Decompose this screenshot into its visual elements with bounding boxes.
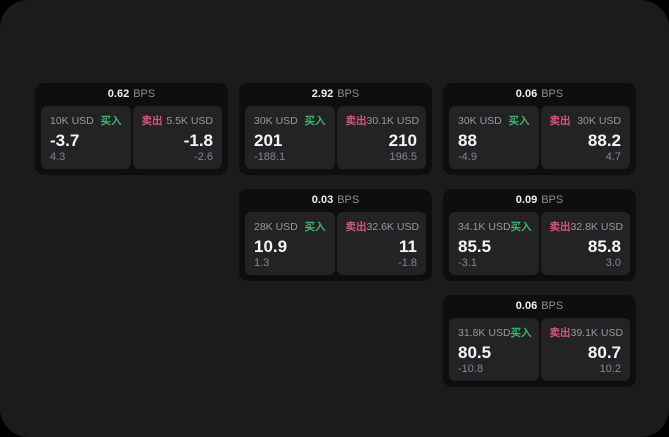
bps-value: 0.09 xyxy=(515,194,538,206)
buy-panel[interactable]: 30K USD 买入 88 -4.9 xyxy=(449,106,539,169)
quote-panels: 34.1K USD 买入 85.5 -3.1 卖出 32.8K USD 85.8… xyxy=(443,212,636,281)
buy-amount: 28K USD xyxy=(254,220,298,233)
sell-label: 卖出 xyxy=(549,115,571,127)
sell-delta: -1.8 xyxy=(398,257,417,269)
sell-label: 卖出 xyxy=(345,221,367,233)
sell-panel[interactable]: 卖出 32.6K USD 11 -1.8 xyxy=(336,212,426,275)
buy-amount: 31.8K USD xyxy=(458,326,511,339)
buy-label: 买入 xyxy=(100,115,122,127)
buy-label: 买入 xyxy=(304,115,326,127)
buy-delta: -188.1 xyxy=(254,151,286,163)
buy-label: 买入 xyxy=(508,115,530,127)
bps-value: 2.92 xyxy=(311,88,334,100)
sell-panel[interactable]: 卖出 5.5K USD -1.8 -2.6 xyxy=(132,106,222,169)
sell-price: 85.8 xyxy=(587,236,621,256)
sell-amount: 39.1K USD xyxy=(570,326,624,339)
bps-unit: BPS xyxy=(541,88,564,100)
buy-panel[interactable]: 28K USD 买入 10.9 1.3 xyxy=(245,212,335,275)
sell-price: 11 xyxy=(399,236,417,256)
sell-label: 卖出 xyxy=(549,327,571,339)
buy-delta: -4.9 xyxy=(458,151,477,163)
sell-amount: 32.8K USD xyxy=(570,220,624,233)
quote-panels: 31.8K USD 买入 80.5 -10.8 卖出 39.1K USD 80.… xyxy=(443,318,636,387)
quote-card: 0.06 BPS 31.8K USD 买入 80.5 -10.8 卖出 39.1… xyxy=(443,295,636,387)
buy-panel[interactable]: 10K USD 买入 -3.7 4.3 xyxy=(41,106,131,169)
sell-delta: 196.5 xyxy=(389,151,417,163)
buy-delta: -3.1 xyxy=(458,257,477,269)
buy-label: 买入 xyxy=(510,221,532,233)
quote-panels: 30K USD 买入 88 -4.9 卖出 30K USD 88.2 4.7 xyxy=(443,106,636,175)
sell-price: -1.8 xyxy=(183,130,213,150)
quote-panels: 28K USD 买入 10.9 1.3 卖出 32.6K USD 11 -1.8 xyxy=(239,212,432,281)
buy-panel[interactable]: 31.8K USD 买入 80.5 -10.8 xyxy=(449,318,539,381)
bps-value: 0.06 xyxy=(515,88,538,100)
quote-card: 0.62 BPS 10K USD 买入 -3.7 4.3 卖出 5.5K USD xyxy=(35,83,228,175)
sell-label: 卖出 xyxy=(141,115,163,127)
buy-panel[interactable]: 34.1K USD 买入 85.5 -3.1 xyxy=(449,212,539,275)
sell-panel[interactable]: 卖出 39.1K USD 80.7 10.2 xyxy=(540,318,630,381)
card-header: 2.92 BPS xyxy=(239,83,432,106)
bps-unit: BPS xyxy=(337,194,360,206)
sell-amount: 5.5K USD xyxy=(166,114,213,127)
buy-label: 买入 xyxy=(510,327,532,339)
buy-price: 201 xyxy=(254,130,283,150)
bps-value: 0.03 xyxy=(311,194,334,206)
card-header: 0.06 BPS xyxy=(443,295,636,318)
sell-amount: 30.1K USD xyxy=(366,114,420,127)
bps-unit: BPS xyxy=(337,88,360,100)
quote-panels: 30K USD 买入 201 -188.1 卖出 30.1K USD 210 1… xyxy=(239,106,432,175)
card-header: 0.06 BPS xyxy=(443,83,636,106)
buy-amount: 30K USD xyxy=(254,114,298,127)
quote-panels: 10K USD 买入 -3.7 4.3 卖出 5.5K USD -1.8 -2.… xyxy=(35,106,228,175)
bps-value: 0.62 xyxy=(107,88,130,100)
buy-delta: 1.3 xyxy=(254,257,270,269)
sell-label: 卖出 xyxy=(345,115,367,127)
buy-label: 买入 xyxy=(304,221,326,233)
card-header: 0.09 BPS xyxy=(443,189,636,212)
buy-amount: 30K USD xyxy=(458,114,502,127)
sell-amount: 32.6K USD xyxy=(366,220,420,233)
sell-label: 卖出 xyxy=(549,221,571,233)
buy-price: 85.5 xyxy=(458,236,492,256)
quote-card: 2.92 BPS 30K USD 买入 201 -188.1 卖出 30.1K … xyxy=(239,83,432,175)
buy-amount: 34.1K USD xyxy=(458,220,511,233)
quote-card: 0.09 BPS 34.1K USD 买入 85.5 -3.1 卖出 32.8K… xyxy=(443,189,636,281)
sell-delta: -2.6 xyxy=(194,151,213,163)
quote-card: 0.03 BPS 28K USD 买入 10.9 1.3 卖出 32.6K US… xyxy=(239,189,432,281)
buy-price: -3.7 xyxy=(50,130,80,150)
sell-delta: 10.2 xyxy=(599,363,621,375)
card-header: 0.03 BPS xyxy=(239,189,432,212)
sell-price: 80.7 xyxy=(587,342,621,362)
sell-panel[interactable]: 卖出 30K USD 88.2 4.7 xyxy=(540,106,630,169)
buy-price: 80.5 xyxy=(458,342,492,362)
sell-delta: 3.0 xyxy=(605,257,621,269)
buy-amount: 10K USD xyxy=(50,114,94,127)
buy-price: 88 xyxy=(458,130,477,150)
bps-unit: BPS xyxy=(133,88,156,100)
quotes-grid: 0.62 BPS 10K USD 买入 -3.7 4.3 卖出 5.5K USD xyxy=(35,83,636,387)
buy-panel[interactable]: 30K USD 买入 201 -188.1 xyxy=(245,106,335,169)
bps-unit: BPS xyxy=(541,194,564,206)
bps-value: 0.06 xyxy=(515,300,538,312)
sell-price: 88.2 xyxy=(587,130,621,150)
sell-panel[interactable]: 卖出 30.1K USD 210 196.5 xyxy=(336,106,426,169)
card-header: 0.62 BPS xyxy=(35,83,228,106)
sell-delta: 4.7 xyxy=(605,151,621,163)
quote-card: 0.06 BPS 30K USD 买入 88 -4.9 卖出 30K USD xyxy=(443,83,636,175)
sell-price: 210 xyxy=(388,130,417,150)
bps-unit: BPS xyxy=(541,300,564,312)
sell-amount: 30K USD xyxy=(577,114,621,127)
buy-price: 10.9 xyxy=(254,236,288,256)
sell-panel[interactable]: 卖出 32.8K USD 85.8 3.0 xyxy=(540,212,630,275)
buy-delta: -10.8 xyxy=(458,363,484,375)
buy-delta: 4.3 xyxy=(50,151,66,163)
